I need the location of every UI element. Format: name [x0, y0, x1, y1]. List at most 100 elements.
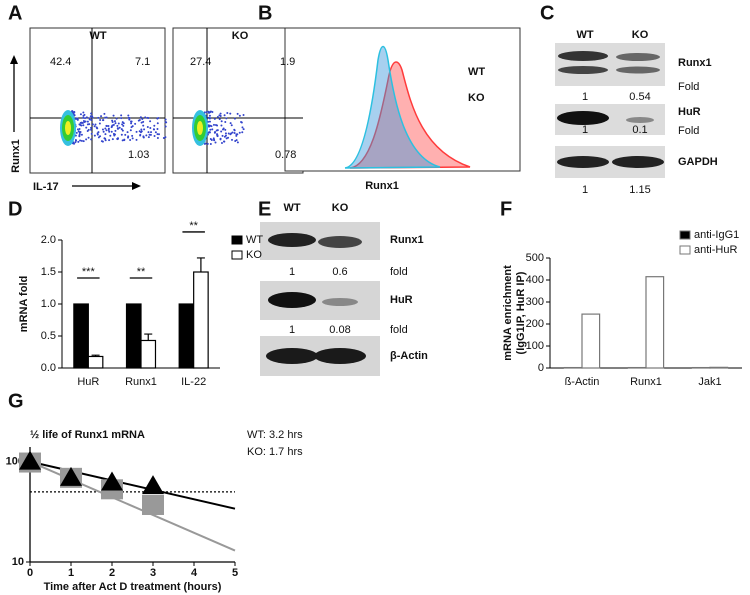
event-dot [82, 111, 85, 114]
panel-label: D [8, 198, 22, 220]
blot-quant: 0.1 [632, 124, 647, 136]
event-dot [140, 128, 143, 131]
event-dot [113, 134, 116, 137]
error-bar [91, 354, 100, 357]
legend-label: anti-IgG1 [694, 229, 739, 241]
event-dot [143, 128, 146, 131]
event-dot [82, 140, 85, 143]
event-dot [128, 118, 131, 121]
x-tick-label: 5 [232, 567, 238, 579]
event-dot [156, 128, 159, 131]
event-dot [205, 111, 208, 114]
event-dot [105, 124, 108, 127]
event-dot [79, 121, 82, 124]
quadrant-value: 42.4 [50, 56, 71, 68]
event-dot [209, 110, 212, 113]
event-dot [118, 126, 121, 129]
y-tick-label: 400 [526, 274, 544, 286]
event-dot [138, 118, 141, 121]
data-point [60, 466, 82, 486]
event-dot [90, 112, 93, 115]
data-point [142, 494, 164, 515]
event-dot [153, 128, 156, 131]
event-dot [122, 122, 125, 125]
significance-label: ** [137, 266, 146, 278]
event-dot [238, 114, 241, 117]
event-dot [140, 130, 143, 133]
event-dot [123, 139, 126, 142]
panel-label: B [258, 2, 272, 24]
blot-bands [266, 51, 664, 364]
event-dot [124, 133, 127, 136]
blot-unit: fold [390, 266, 408, 278]
event-dot [80, 139, 83, 142]
event-dot [130, 122, 133, 125]
y-tick-label: 10 [12, 556, 24, 568]
event-dot [114, 122, 117, 125]
y-tick-label: 300 [526, 296, 544, 308]
event-dot [224, 128, 227, 131]
blot-quant: 0.6 [332, 266, 347, 278]
event-dot [140, 121, 143, 124]
event-dot [90, 132, 93, 135]
event-dot [84, 117, 87, 120]
event-dot [235, 139, 238, 142]
event-dot [147, 136, 150, 139]
event-dot [156, 117, 159, 120]
blot-unit: fold [390, 324, 408, 336]
panel-label: G [8, 390, 24, 412]
density-core [65, 121, 71, 135]
x-tick-label: Jak1 [698, 376, 721, 388]
bar [581, 313, 601, 369]
y-tick-label: 500 [526, 252, 544, 264]
event-dot [102, 130, 105, 133]
event-dot [145, 134, 148, 137]
event-dot [227, 136, 230, 139]
event-dot [121, 123, 124, 126]
event-dot [111, 138, 114, 141]
panel-label: C [540, 2, 554, 24]
blot-quant: 1 [582, 184, 588, 196]
event-dot [229, 112, 232, 115]
event-dot [206, 142, 209, 145]
event-dot [107, 124, 110, 127]
event-dot [78, 131, 81, 134]
event-dot [131, 134, 134, 137]
event-dot [238, 131, 241, 134]
event-dot [218, 114, 221, 117]
quadrant-value: 1.9 [280, 56, 295, 68]
event-dot [104, 116, 107, 119]
event-dot [164, 118, 167, 121]
event-dot [93, 125, 96, 128]
event-dot [203, 142, 206, 145]
event-dot [230, 138, 233, 141]
histogram-curve [349, 61, 471, 169]
event-dot [227, 132, 230, 135]
event-dot [122, 124, 125, 127]
lane-label: KO [632, 29, 649, 41]
event-dot [86, 120, 89, 123]
event-dot [120, 114, 123, 117]
event-dot [234, 140, 237, 143]
event-dot [99, 119, 102, 122]
error-bar [144, 333, 153, 341]
event-dot [93, 134, 96, 137]
event-dot [90, 138, 93, 141]
event-dot [142, 120, 145, 123]
blot-strip [555, 43, 665, 86]
significance-label: ** [189, 220, 198, 232]
event-dot [101, 128, 104, 131]
event-dot [104, 127, 107, 130]
chart-title: ½ life of Runx1 mRNA [30, 429, 145, 441]
x-tick-label: IL-22 [181, 376, 206, 388]
error-bar [196, 257, 205, 272]
legend-swatch [679, 230, 691, 240]
event-dot [222, 127, 225, 130]
event-dot [224, 134, 227, 137]
blot-quant: 1.15 [629, 184, 650, 196]
event-dot [79, 123, 82, 126]
event-dot [164, 125, 167, 128]
event-dot [126, 131, 129, 134]
event-dot [97, 116, 100, 119]
